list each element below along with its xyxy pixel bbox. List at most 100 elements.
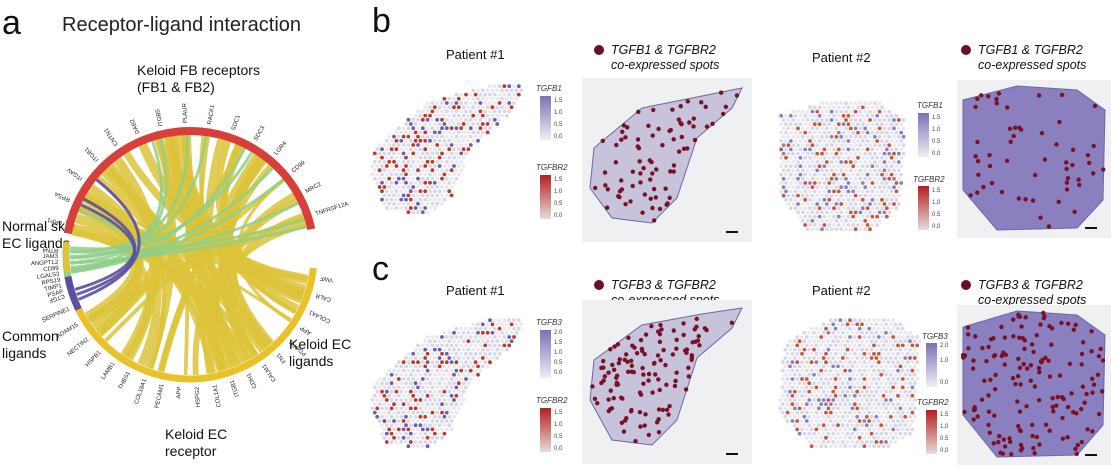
spot: [800, 427, 804, 432]
spot: [428, 164, 432, 168]
spot: [814, 444, 819, 449]
spot: [843, 402, 848, 407]
spot: [872, 160, 877, 164]
spot: [394, 389, 399, 394]
spot: [447, 414, 452, 419]
spot: [881, 343, 886, 348]
spot: [856, 130, 860, 135]
spot: [812, 130, 817, 135]
spot: [845, 381, 850, 386]
spot: [401, 151, 406, 156]
spot: [872, 218, 877, 223]
spot: [447, 347, 452, 352]
spot: [864, 381, 869, 386]
spot: [884, 172, 889, 177]
spot: [829, 134, 834, 139]
spot: [437, 398, 442, 402]
spot: [401, 201, 406, 206]
spot: [437, 113, 442, 118]
spot: [812, 155, 817, 160]
coexpressed-spot: [975, 96, 980, 102]
coexpressed-spot: [1099, 389, 1105, 394]
spot: [428, 356, 432, 360]
spot: [841, 172, 846, 177]
spot: [869, 381, 874, 386]
spot: [404, 440, 408, 444]
spot: [413, 189, 418, 194]
spot: [411, 444, 416, 449]
spot: [435, 176, 440, 181]
spot: [827, 189, 832, 194]
spot: [860, 164, 865, 169]
spot: [440, 193, 444, 198]
spot: [827, 206, 832, 211]
spot: [870, 223, 875, 227]
spot: [780, 360, 785, 365]
spot: [822, 181, 827, 185]
spot: [888, 356, 893, 360]
spot: [848, 168, 853, 173]
spot: [478, 343, 483, 348]
spot: [852, 385, 857, 390]
spot: [375, 164, 380, 168]
coexpressed-spot: [1010, 375, 1016, 381]
spot: [851, 189, 856, 194]
spot: [793, 164, 798, 169]
spot: [860, 347, 864, 352]
spot: [850, 339, 855, 344]
spot: [896, 410, 900, 415]
spot: [860, 322, 864, 327]
spot: [428, 406, 432, 411]
spot: [392, 427, 396, 432]
spot: [430, 393, 435, 398]
spot: [848, 185, 853, 190]
coexpressed-spot: [1004, 158, 1010, 164]
spot: [867, 402, 872, 407]
spot: [468, 360, 473, 365]
spot: [881, 385, 886, 390]
spot: [504, 88, 509, 93]
spot: [466, 130, 471, 135]
panel-b-p2-cb2-bar: [918, 186, 929, 230]
spot: [846, 113, 851, 118]
coexpressed-spot: [1022, 338, 1027, 343]
spot: [389, 423, 394, 428]
spot: [851, 122, 856, 127]
spot: [877, 218, 882, 223]
spot: [832, 155, 836, 160]
spot: [404, 372, 408, 377]
spot: [860, 431, 864, 436]
spot: [892, 202, 896, 206]
spot: [387, 419, 392, 423]
spot: [893, 372, 898, 377]
spot: [875, 197, 880, 202]
spot: [461, 398, 466, 402]
spot: [809, 360, 814, 365]
spot: [824, 143, 829, 148]
spot: [382, 151, 387, 156]
spot: [425, 126, 430, 131]
spot: [447, 155, 452, 160]
spot: [459, 117, 464, 122]
spot: [416, 134, 420, 139]
spot: [824, 326, 828, 331]
spot: [910, 385, 915, 390]
coexpressed-spot: [1013, 381, 1018, 387]
spot: [454, 151, 459, 156]
spot: [797, 431, 802, 436]
spot: [870, 172, 875, 177]
spot: [882, 109, 887, 114]
spot: [468, 126, 473, 131]
spot: [826, 356, 831, 360]
spot: [800, 134, 805, 139]
coexpressed-spot: [1090, 429, 1095, 434]
spot: [869, 330, 874, 335]
spot: [860, 364, 864, 369]
spot: [853, 118, 858, 122]
spot: [872, 143, 877, 148]
spot: [456, 347, 461, 352]
coexpressed-spot: [975, 190, 980, 195]
spot: [392, 419, 396, 423]
spot: [435, 377, 440, 381]
spot: [853, 168, 858, 173]
